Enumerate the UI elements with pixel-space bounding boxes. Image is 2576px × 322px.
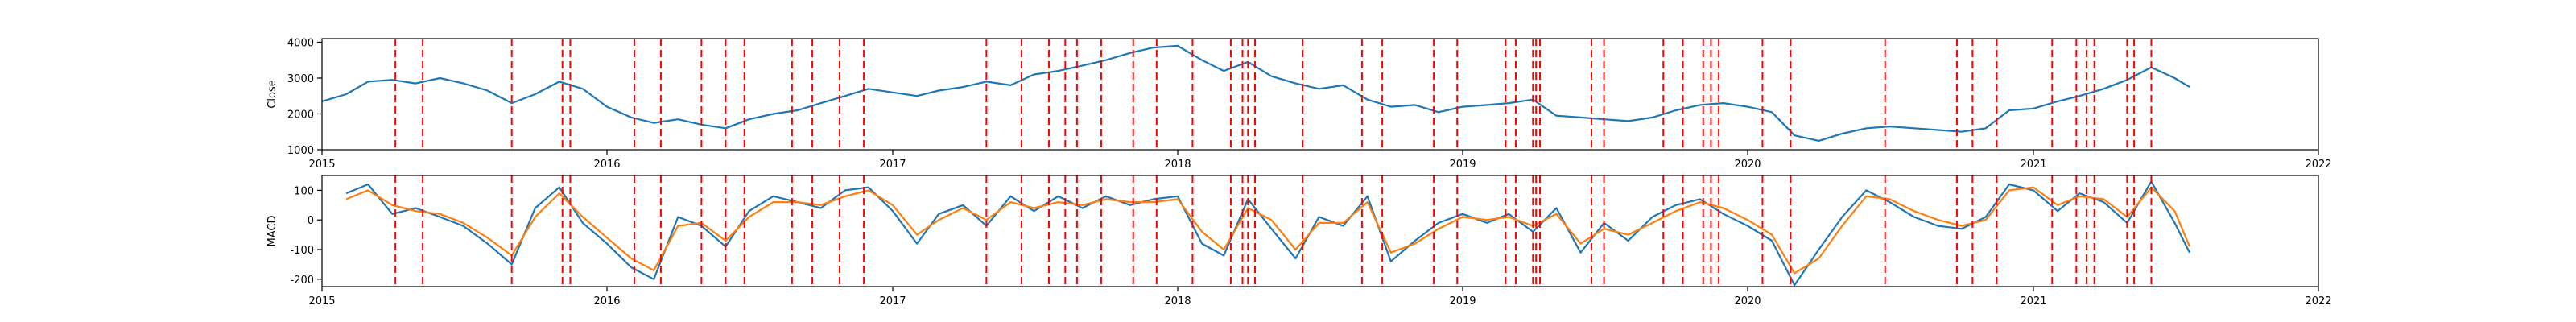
macd-line xyxy=(345,180,2190,287)
x-tick-label: 2017 xyxy=(879,295,906,308)
y-tick-label: 100 xyxy=(294,185,314,197)
x-tick-label: 2019 xyxy=(1449,295,1476,308)
x-tick-label: 2015 xyxy=(308,159,335,171)
axes-frame xyxy=(321,38,2319,151)
x-tick-label: 2020 xyxy=(1734,159,1761,171)
y-axis-label: Close xyxy=(266,80,279,108)
x-tick-label: 2016 xyxy=(593,295,620,308)
plot-area xyxy=(345,175,2191,287)
close-price-line xyxy=(322,44,2190,142)
x-tick-label: 2022 xyxy=(2305,295,2331,308)
x-tick-label: 2017 xyxy=(879,159,906,171)
x-tick-label: 2016 xyxy=(593,159,620,171)
x-tick-label: 2019 xyxy=(1449,159,1476,171)
x-tick-label: 2021 xyxy=(2020,159,2046,171)
macd-panel: 2015 2016 2017 2018 2019 2020 2021 2022 -200 -100… xyxy=(266,175,2332,308)
x-tick-label: 2015 xyxy=(308,295,335,308)
close-price-panel: 2015 2016 2017 2018 2019 2020 2021 2022 1000 2000… xyxy=(266,37,2332,171)
x-tick-label: 2018 xyxy=(1164,159,1191,171)
plot-area xyxy=(322,39,2190,150)
y-axis-label: MACD xyxy=(266,216,279,247)
y-tick-label: 2000 xyxy=(287,109,314,121)
y-tick-label: -100 xyxy=(290,245,314,257)
axes-frame xyxy=(321,175,2319,287)
macd-signal-line xyxy=(345,186,2191,275)
x-tick-label: 2022 xyxy=(2305,159,2331,171)
y-tick-label: 4000 xyxy=(287,37,314,49)
y-tick-label: -200 xyxy=(290,275,314,287)
y-tick-label: 3000 xyxy=(287,73,314,85)
y-tick-label: 1000 xyxy=(287,145,314,157)
y-tick-label: 0 xyxy=(308,215,314,227)
x-tick-label: 2020 xyxy=(1734,295,1761,308)
x-tick-label: 2021 xyxy=(2020,295,2046,308)
x-tick-label: 2018 xyxy=(1164,295,1191,308)
